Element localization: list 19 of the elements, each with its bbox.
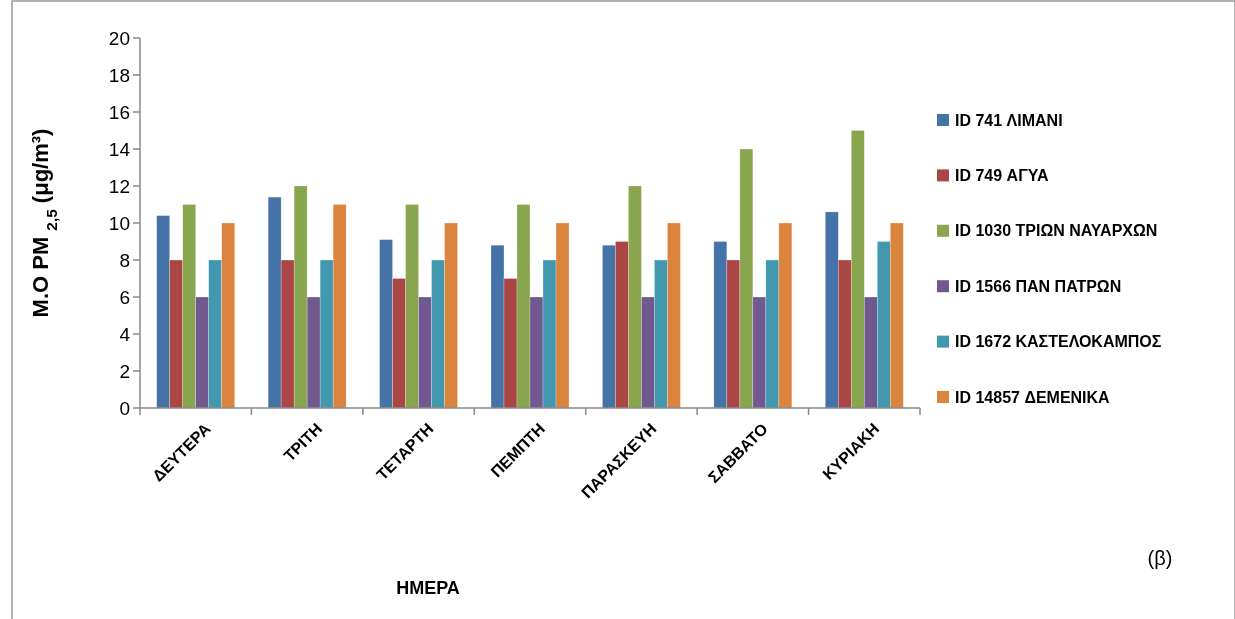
legend-label: ID 749 ΑΓΥΑ <box>955 167 1049 184</box>
y-tick-label: 10 <box>108 212 130 234</box>
y-tick-label: 2 <box>119 360 130 382</box>
y-tick-label: 20 <box>108 27 130 49</box>
legend-label: ID 1566 ΠΑΝ ΠΑΤΡΩΝ <box>955 277 1122 295</box>
legend-label: ID 14857 ΔΕΜΕΝΙΚΑ <box>955 388 1111 406</box>
y-tick-label: 8 <box>119 249 130 271</box>
x-axis-title: ΗΜΕΡΑ <box>396 578 460 598</box>
y-tick-label: 4 <box>119 323 131 345</box>
legend-label: ID 741 ΛΙΜΑΝΙ <box>955 111 1063 129</box>
y-tick-label: 14 <box>108 138 131 160</box>
y-tick-label: 0 <box>119 397 130 419</box>
legend-label: ID 1030 ΤΡΙΩΝ ΝΑΥΑΡΧΩΝ <box>955 222 1158 240</box>
y-tick-label: 18 <box>108 64 130 86</box>
legend-label: ID 1672 ΚΑΣΤΕΛΟΚΑΜΠΟΣ <box>955 333 1162 351</box>
y-tick-label: 16 <box>108 101 130 123</box>
y-tick-label: 12 <box>108 175 130 197</box>
text: (β) <box>1147 547 1173 569</box>
y-tick-label: 6 <box>119 286 130 308</box>
